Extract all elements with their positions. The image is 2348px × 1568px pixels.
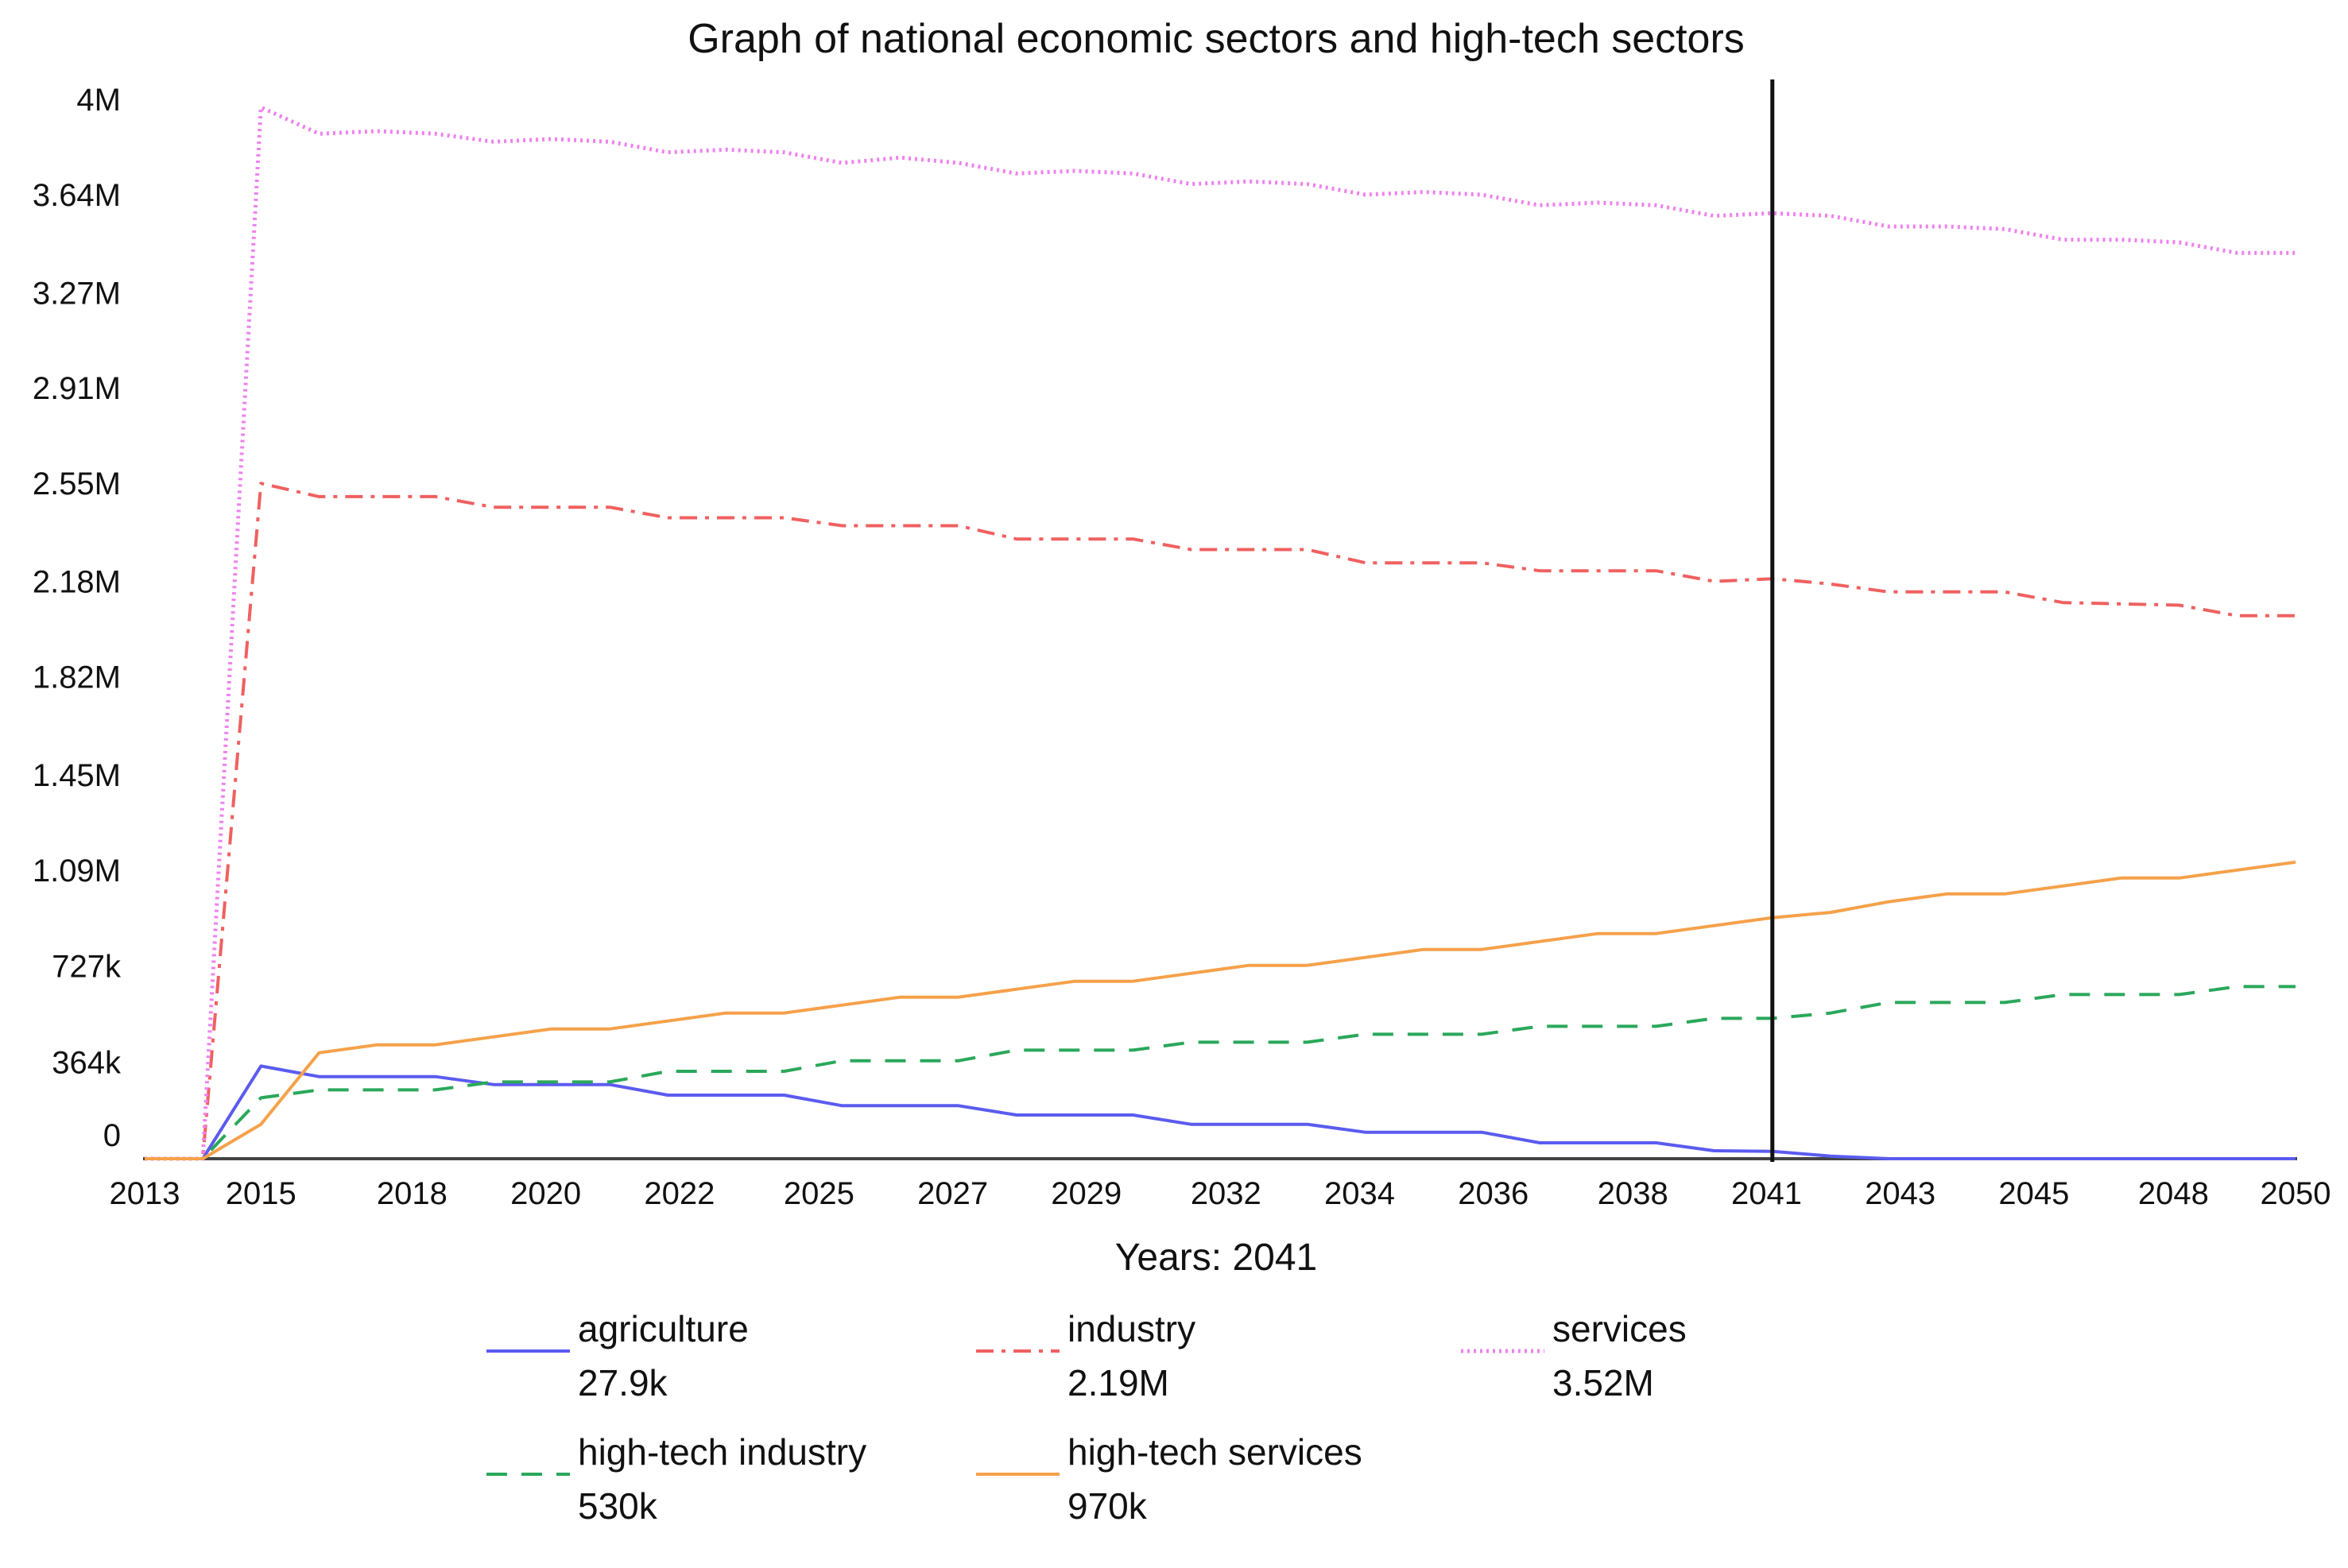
legend-series-value: 3.52M	[1552, 1362, 1654, 1403]
legend-series-value: 970k	[1067, 1485, 1148, 1527]
plot-area	[143, 79, 2297, 1162]
legend-series-name: agriculture	[578, 1308, 749, 1349]
x-tick-label: 2043	[1865, 1176, 1935, 1211]
x-tick-label: 2034	[1324, 1176, 1395, 1211]
legend-item-agriculture[interactable]: agriculture 27.9k	[486, 1308, 749, 1403]
series-line-industry	[145, 482, 2296, 1160]
y-tick-label: 3.64M	[33, 178, 121, 213]
y-tick-label: 1.45M	[33, 758, 121, 793]
y-axis-ticks: 4M 3.64M 3.27M 2.91M 2.55M 2.18M 1.82M 1.45M 1.0…	[33, 83, 122, 1153]
x-tick-label: 2013	[110, 1176, 180, 1211]
legend-series-value: 2.19M	[1067, 1362, 1169, 1403]
legend: agriculture 27.9k industry 2.19M services 3.5…	[486, 1308, 1687, 1527]
x-tick-label: 2038	[1598, 1176, 1668, 1211]
y-tick-label: 727k	[52, 950, 122, 985]
x-tick-label: 2045	[1998, 1176, 2069, 1211]
y-tick-label: 0	[103, 1118, 121, 1153]
legend-series-name: high-tech industry	[578, 1431, 866, 1473]
legend-item-high-tech-services[interactable]: high-tech services 970k	[976, 1431, 1362, 1527]
series-line-services	[145, 105, 2296, 1161]
series-line-high-tech-services	[145, 860, 2296, 1160]
x-tick-label: 2036	[1458, 1176, 1529, 1211]
legend-series-name: high-tech services	[1067, 1431, 1362, 1473]
legend-item-industry[interactable]: industry 2.19M	[976, 1308, 1195, 1403]
series-line-agriculture	[145, 1064, 2296, 1160]
chart-title: Graph of national economic sectors and h…	[688, 16, 1745, 62]
y-tick-label: 3.27M	[33, 276, 121, 311]
x-tick-label: 2020	[510, 1176, 581, 1211]
x-axis-label: Years: 2041	[1115, 1237, 1317, 1279]
y-tick-label: 4M	[76, 83, 121, 118]
legend-series-name: industry	[1067, 1308, 1195, 1349]
x-tick-label: 2041	[1731, 1176, 1802, 1211]
legend-series-name: services	[1552, 1308, 1687, 1349]
y-tick-label: 1.82M	[33, 660, 121, 695]
y-tick-label: 364k	[52, 1046, 122, 1081]
x-tick-label: 2025	[784, 1176, 854, 1211]
legend-series-value: 530k	[578, 1485, 658, 1527]
legend-item-high-tech-industry[interactable]: high-tech industry 530k	[486, 1431, 866, 1527]
x-tick-label: 2027	[917, 1176, 988, 1211]
legend-series-value: 27.9k	[578, 1362, 668, 1403]
x-tick-label: 2018	[377, 1176, 448, 1211]
x-tick-label: 2050	[2261, 1176, 2331, 1211]
y-tick-label: 1.09M	[33, 854, 121, 889]
series-layer	[145, 105, 2296, 1161]
x-tick-label: 2015	[226, 1176, 296, 1211]
y-tick-label: 2.55M	[33, 467, 121, 501]
legend-item-services[interactable]: services 3.52M	[1461, 1308, 1687, 1403]
x-tick-label: 2048	[2138, 1176, 2209, 1211]
x-axis-ticks: 2013 2015 2018 2020 2022 2025 2027 2029 2032 2034…	[110, 1176, 2331, 1211]
x-tick-label: 2029	[1051, 1176, 1122, 1211]
x-tick-label: 2022	[644, 1176, 715, 1211]
series-line-high-tech-industry	[145, 985, 2296, 1160]
x-tick-label: 2032	[1191, 1176, 1261, 1211]
y-tick-label: 2.18M	[33, 565, 121, 600]
y-tick-label: 2.91M	[33, 371, 121, 406]
